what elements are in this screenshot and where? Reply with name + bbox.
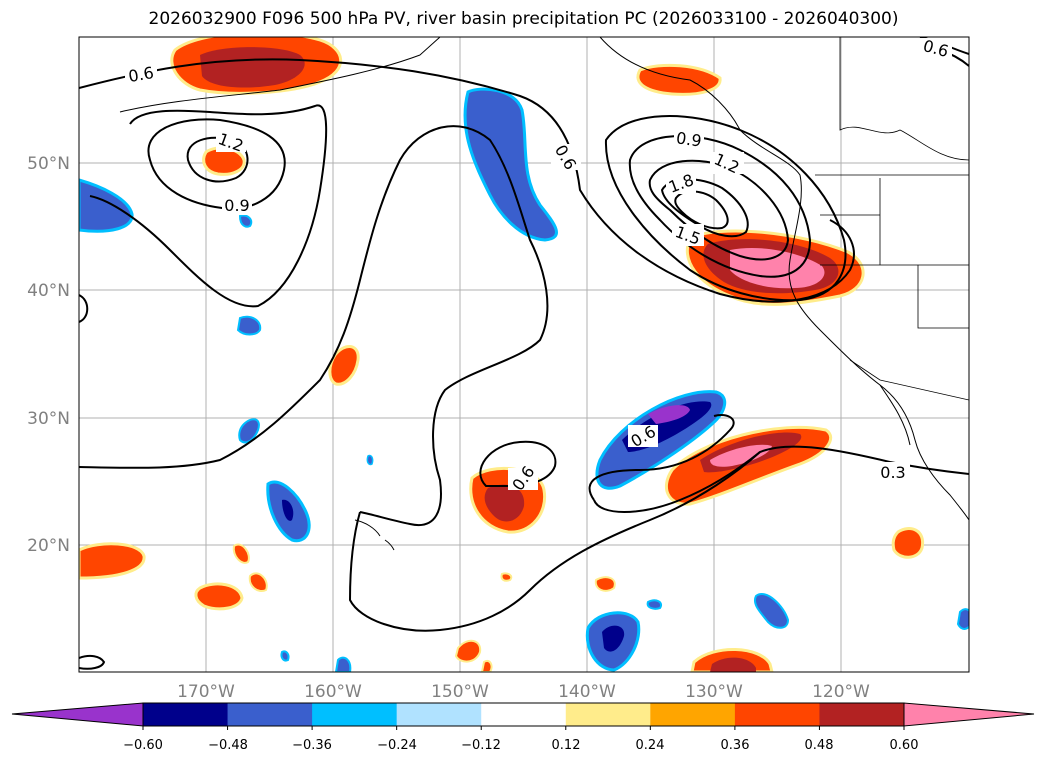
colorbar-segment	[227, 703, 313, 726]
colorbar-tick-label: −0.24	[377, 738, 417, 753]
colorbar-segment	[143, 703, 229, 726]
colorbar-ticks	[142, 726, 905, 730]
coastline-west-na	[599, 37, 969, 521]
contour-06-loop	[79, 125, 549, 527]
colorbar-tick-label: 0.36	[721, 738, 750, 753]
lon-label: 160°W	[304, 682, 362, 702]
precip-blob-small-pos-1	[232, 543, 250, 564]
contour-label: 0.3	[880, 463, 905, 482]
precip-blob-small-neg-1	[236, 315, 262, 336]
colorbar-tick-label: −0.60	[123, 738, 163, 753]
contour-edge-west	[79, 294, 89, 323]
contour-12-pnw	[628, 135, 812, 278]
contour-12-west	[186, 136, 249, 183]
lon-label: 150°W	[431, 682, 489, 702]
precip-blob-small-neg-4	[754, 593, 790, 629]
precip-blob-central-pos	[328, 345, 360, 386]
colorbar-segment	[819, 703, 905, 726]
map-frame	[78, 36, 970, 673]
contour-edge-sw	[79, 654, 106, 670]
colorbar-extend-high	[903, 702, 1035, 727]
lon-label: 120°W	[812, 682, 870, 702]
colorbar-tick-label: 0.60	[890, 738, 919, 753]
colorbar-tick-label: −0.48	[208, 738, 248, 753]
precip-blob-small-pos-7	[480, 660, 493, 672]
contour-06-east-sub-b	[593, 451, 761, 513]
colorbar-labels: −0.60 −0.48 −0.36 −0.24 −0.12 0.12 0.24 …	[123, 738, 918, 753]
coastline-aleutians	[119, 37, 441, 113]
colorbar-frame	[142, 702, 905, 727]
precip-blob-west-neg	[79, 178, 134, 233]
precip-blob-hawaii-west-neg	[266, 480, 311, 543]
precip-blob-small-pos-5	[500, 572, 513, 582]
precip-blob-small-pos-4	[594, 576, 616, 592]
colorbar-tick-label: −0.36	[292, 738, 332, 753]
contour-09-west-ring	[147, 118, 286, 210]
colorbar: −0.60 −0.48 −0.36 −0.24 −0.12 0.12 0.24 …	[11, 702, 1035, 753]
colorbar-tick-label: 0.24	[636, 738, 665, 753]
precip-blob-alaska	[170, 37, 343, 95]
colorbar-segments	[143, 703, 905, 726]
contour-21-pnw	[674, 190, 729, 230]
lat-label: 50°N	[27, 154, 70, 174]
contour-18-pnw	[660, 178, 749, 238]
precip-blob-small-pos-2	[248, 572, 268, 592]
lat-label: 30°N	[27, 409, 70, 429]
colorbar-segment	[481, 703, 567, 726]
coastlines	[119, 37, 969, 551]
lon-label: 130°W	[685, 682, 743, 702]
precip-blob-small-pos-3	[194, 582, 244, 611]
precip-blob-small-neg-5	[646, 599, 662, 610]
colorbar-segment	[565, 703, 651, 726]
precip-blob-south-neg	[585, 611, 641, 672]
colorbar-segment	[734, 703, 820, 726]
lon-label: 140°W	[558, 682, 616, 702]
colorbar-segment	[650, 703, 736, 726]
precip-blob-small-neg-3	[238, 418, 260, 444]
colorbar-tick-label: −0.12	[461, 738, 501, 753]
precip-blob-gulf-north	[636, 63, 722, 96]
lat-label: 20°N	[27, 536, 70, 556]
border-us-mexico	[849, 359, 969, 401]
precip-blob-small-neg-2	[238, 214, 253, 228]
contour-label: 0.9	[224, 196, 249, 215]
precip-blob-south-pos	[690, 648, 774, 672]
lon-axis-labels: 170°W 160°W 150°W 140°W 130°W 120°W	[177, 682, 870, 702]
border-states	[820, 178, 969, 329]
precip-blob-west-pos	[79, 542, 146, 580]
colorbar-tick-label: 0.48	[805, 738, 834, 753]
precip-blob-central-neg	[463, 87, 558, 242]
map-title: 2026032900 F096 500 hPa PV, river basin …	[148, 9, 899, 29]
lon-label: 170°W	[177, 682, 235, 702]
colorbar-segment	[312, 703, 398, 726]
lat-label: 40°N	[27, 281, 70, 301]
colorbar-tick-label: 0.12	[552, 738, 581, 753]
contour-09-pnw	[604, 115, 847, 302]
coastline-baja	[879, 384, 911, 446]
precip-blob-small-neg-7	[280, 650, 290, 662]
lat-axis-labels: 50°N 40°N 30°N 20°N	[27, 154, 70, 556]
colorbar-segment	[396, 703, 482, 726]
political-boundaries	[815, 37, 969, 401]
colorbar-extend-low	[11, 702, 144, 727]
contour-03	[348, 445, 969, 632]
border-bc-alberta	[839, 37, 969, 161]
contour-label: 0.9	[675, 128, 703, 150]
precip-blob-small-neg-8	[956, 608, 969, 630]
contour-09-west	[89, 104, 328, 308]
precip-blob-pnw	[685, 229, 865, 306]
contour-06-east-sub	[588, 414, 735, 501]
precip-blob-small-neg-9	[366, 454, 374, 466]
precip-blob-small-pos-6	[454, 639, 482, 663]
precip-blob-mexico-pos	[891, 527, 925, 559]
contour-label: 0.6	[127, 63, 155, 86]
precip-blob-small-neg-6	[334, 656, 352, 672]
